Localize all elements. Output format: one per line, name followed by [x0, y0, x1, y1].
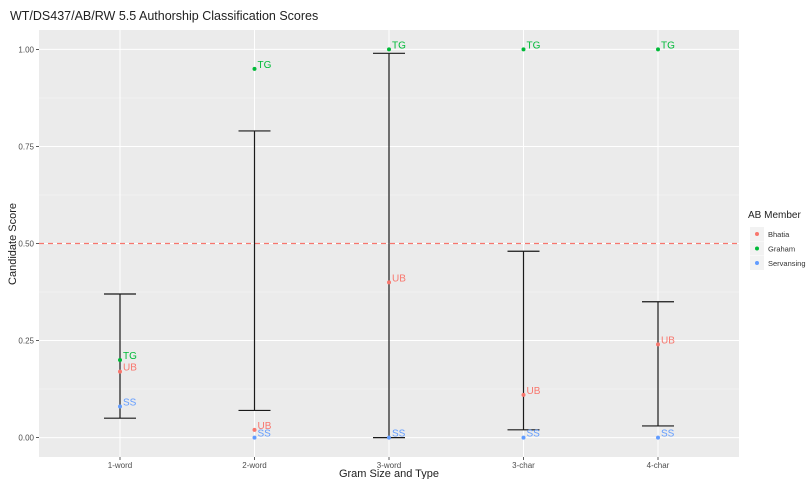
chart-title: WT/DS437/AB/RW 5.5 Authorship Classifica…	[10, 9, 318, 23]
y-tick-label: 0.00	[18, 434, 34, 443]
x-axis-title: Gram Size and Type	[339, 468, 439, 479]
legend-symbol-servansing	[755, 261, 759, 265]
point-label-graham: TG	[123, 351, 137, 362]
x-axis-ticks: 1-word 2-word 3-word 3-char 4-char	[108, 457, 670, 470]
y-tick-label: 0.75	[18, 142, 34, 151]
y-tick-label: 1.00	[18, 45, 34, 54]
y-axis-title: Candidate Score	[7, 203, 19, 285]
legend-symbol-bhatia	[755, 232, 759, 236]
point-label-servansing: SS	[527, 429, 541, 440]
data-point-bhatia	[252, 427, 257, 432]
point-label-servansing: SS	[392, 429, 406, 440]
point-label-servansing: SS	[123, 398, 137, 409]
x-tick-label: 3-char	[512, 461, 535, 470]
y-tick-label: 0.25	[18, 337, 34, 346]
data-point-graham	[656, 47, 660, 52]
legend-label-graham: Graham	[768, 245, 795, 254]
data-point-servansing	[252, 435, 257, 440]
data-point-graham	[118, 357, 122, 362]
legend-label-servansing: Servansing	[768, 259, 806, 268]
point-label-servansing: SS	[258, 429, 272, 440]
point-label-bhatia: UB	[392, 273, 406, 284]
point-label-bhatia: UB	[123, 363, 137, 374]
point-label-bhatia: UB	[661, 335, 675, 346]
point-label-graham: TG	[258, 60, 272, 71]
data-point-servansing	[387, 435, 391, 440]
x-tick-label: 4-char	[647, 461, 670, 470]
data-point-graham	[387, 47, 391, 52]
legend-items: Bhatia Graham Servansing	[750, 227, 806, 270]
data-point-bhatia	[118, 369, 122, 374]
legend-label-bhatia: Bhatia	[768, 230, 790, 239]
point-label-servansing: SS	[661, 429, 675, 440]
data-point-servansing	[118, 404, 122, 409]
point-label-graham: TG	[392, 40, 406, 51]
data-point-graham	[521, 47, 526, 52]
point-label-graham: TG	[527, 40, 541, 51]
y-axis-ticks: 0.00 0.25 0.50 0.75 1.00	[18, 45, 39, 443]
legend: AB Member Bhatia Graham Servansing	[748, 210, 806, 270]
legend-symbol-graham	[755, 246, 759, 251]
legend-title: AB Member	[748, 210, 801, 221]
data-point-servansing	[656, 435, 660, 440]
point-label-bhatia: UB	[527, 386, 541, 397]
data-point-bhatia	[387, 280, 391, 285]
data-point-graham	[252, 66, 257, 71]
x-tick-label: 3-word	[377, 461, 401, 470]
data-point-bhatia	[656, 342, 660, 347]
error-bars	[104, 52, 674, 439]
x-tick-label: 2-word	[242, 461, 266, 470]
data-point-bhatia	[521, 392, 526, 397]
x-tick-label: 1-word	[108, 461, 132, 470]
y-tick-label: 0.50	[18, 240, 34, 249]
data-point-servansing	[521, 435, 526, 440]
point-label-graham: TG	[661, 40, 675, 51]
point-label-bhatia: UB	[258, 421, 272, 432]
